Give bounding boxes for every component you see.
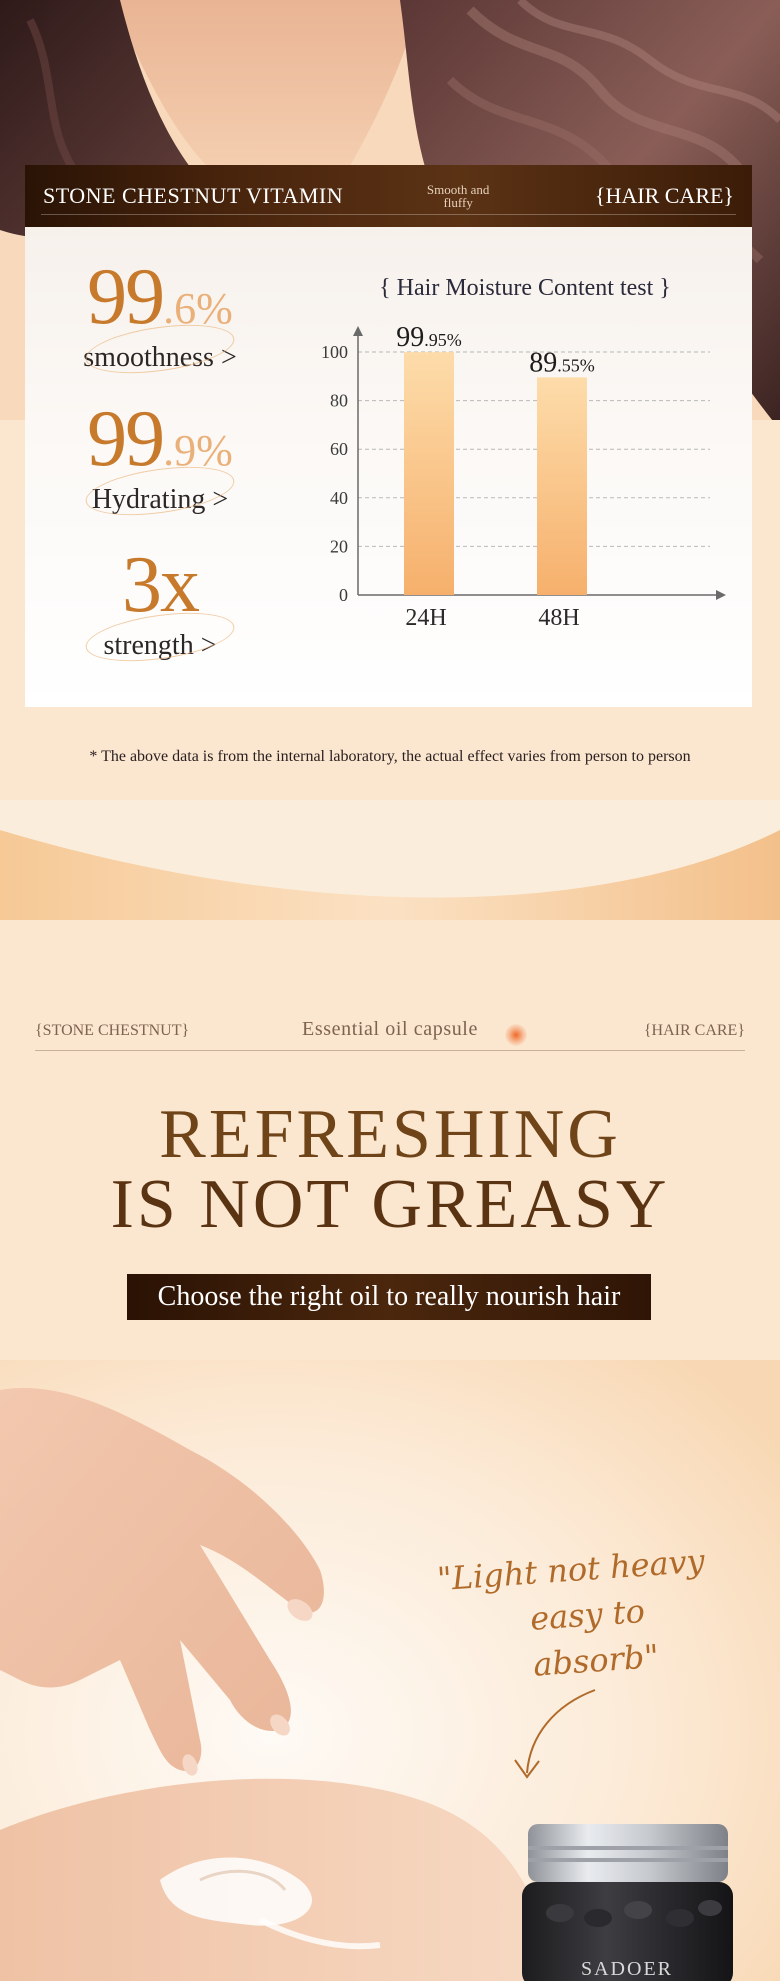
chart-title: { Hair Moisture Content test } — [379, 275, 671, 301]
section-divider — [35, 1050, 745, 1051]
stat-whole: 99 — [87, 395, 165, 483]
stats-panel: 99.6% smoothness > 99.9% Hydrating > 3x … — [25, 227, 752, 707]
y-tick-label: 20 — [330, 536, 348, 556]
tagline-line1: Smooth and — [426, 182, 490, 197]
y-tick-label: 0 — [339, 585, 348, 605]
capsule-jar-image: SADOER — [522, 1824, 733, 1981]
bar-data-label: 89.55% — [529, 347, 595, 378]
category-tag: {HAIR CARE} — [594, 183, 734, 208]
stat-decimal: .9% — [163, 426, 233, 475]
curved-arrow-icon — [514, 1689, 596, 1779]
tagline-line2: fluffy — [443, 195, 473, 210]
x-axis-arrow-icon — [716, 590, 726, 600]
y-tick-label: 80 — [330, 391, 348, 411]
x-category-label: 48H — [538, 605, 579, 631]
tagline: Smooth and fluffy — [403, 183, 513, 209]
bar-48H — [537, 377, 587, 595]
stat-whole: 3x — [122, 541, 200, 629]
disclaimer: * The above data is from the internal la… — [89, 748, 691, 765]
jar-brand-text: SADOER — [581, 1958, 673, 1980]
stat-label: Hydrating > — [91, 484, 229, 515]
y-tick-label: 40 — [330, 488, 348, 508]
tag-stone-chestnut: {STONE CHESTNUT} — [35, 1022, 190, 1039]
tag-hair-care: {HAIR CARE} — [643, 1022, 745, 1039]
stat-label: strength > — [103, 630, 217, 661]
headline: REFRESHING IS NOT GREASY — [0, 1100, 780, 1240]
y-axis-arrow-icon — [353, 326, 363, 336]
moisture-bar-chart: 100 80 60 40 20 0 99.95% 24H 89.55% 48H — [321, 322, 726, 631]
stat-decimal: .6% — [163, 284, 233, 333]
headline-line1: REFRESHING — [159, 1096, 621, 1173]
stat-strength: 3x strength > — [25, 545, 295, 670]
stat-value: 3x — [25, 545, 295, 637]
title-divider — [41, 214, 736, 215]
headline-line2: IS NOT GREASY — [110, 1166, 670, 1243]
bar-data-label: 99.95% — [396, 322, 462, 353]
glow-dot-decoration — [505, 1024, 527, 1046]
bar-24H — [404, 352, 454, 595]
title-bar: STONE CHESTNUT VITAMIN Smooth and fluffy… — [25, 165, 752, 227]
stat-value: 99.6% — [25, 257, 295, 349]
brand-title: STONE CHESTNUT VITAMIN — [43, 183, 344, 208]
tag-essential-oil: Essential oil capsule — [302, 1018, 478, 1040]
stat-hydrating: 99.9% Hydrating > — [25, 399, 295, 524]
stat-label: smoothness > — [83, 342, 237, 373]
stat-whole: 99 — [87, 253, 165, 341]
hand-illustration — [0, 1360, 780, 1981]
subheading-banner: Choose the right oil to really nourish h… — [127, 1274, 651, 1320]
stat-value: 99.9% — [25, 399, 295, 491]
x-category-label: 24H — [405, 605, 446, 631]
wave-divider — [0, 800, 780, 920]
quote-handwritten: "Light not heavy easy to absorb" — [436, 1534, 765, 1694]
y-tick-label: 60 — [330, 439, 348, 459]
stat-smoothness: 99.6% smoothness > — [25, 257, 295, 382]
y-tick-label: 100 — [321, 342, 348, 362]
